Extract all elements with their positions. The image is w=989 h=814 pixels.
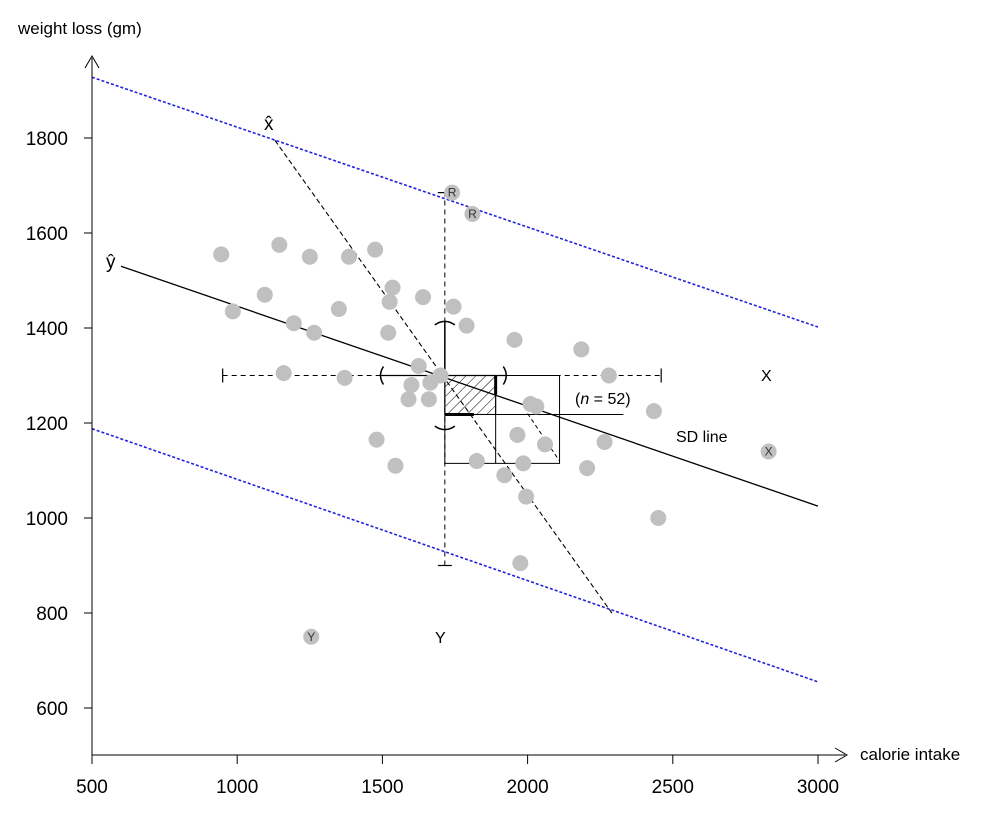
data-point	[403, 377, 420, 393]
y-axis-arrow	[84, 55, 100, 69]
y-tick-label: 1200	[26, 414, 68, 435]
labeled-point-text: R	[448, 186, 457, 200]
sd-box-outer	[444, 375, 561, 464]
x-axis-arrow	[834, 747, 848, 763]
y-tick-label: 1000	[26, 509, 68, 530]
data-point	[301, 248, 318, 265]
data-points	[213, 236, 667, 572]
y-tick-label: 600	[36, 699, 68, 720]
data-point	[445, 298, 462, 315]
x-tick-label: 2000	[506, 777, 548, 798]
data-point	[285, 315, 302, 332]
y-tick-label: 1800	[26, 129, 68, 150]
data-point	[368, 431, 385, 448]
x-hat-label: x̂	[264, 114, 274, 135]
data-point	[528, 398, 545, 415]
data-point	[512, 555, 529, 572]
tick-labels: 500 1000 1500 2000 2500 3000 600 800 1000 1200 140…	[26, 129, 839, 798]
data-point	[380, 324, 397, 341]
data-point	[518, 488, 535, 505]
labeled-data-point	[444, 184, 461, 201]
data-point	[415, 289, 432, 306]
data-point	[509, 426, 526, 443]
labeled-data-point	[303, 628, 320, 645]
data-point	[432, 367, 449, 384]
x-tick-label: 500	[76, 777, 108, 798]
labeled-data-point	[464, 206, 481, 222]
labeled-point-text: R	[468, 207, 477, 221]
data-point	[256, 286, 273, 303]
labeled-point-text: Y	[307, 630, 315, 644]
lower-prediction-band	[91, 427, 819, 683]
x-marker-label: X	[761, 368, 772, 385]
x-tick-label: 3000	[797, 777, 839, 798]
data-point	[468, 453, 485, 469]
data-point	[384, 279, 401, 296]
sd-line-label: SD line	[676, 429, 728, 446]
data-point	[596, 434, 613, 450]
data-point	[650, 510, 667, 526]
data-point	[506, 331, 523, 348]
axes	[84, 55, 848, 764]
data-point	[579, 460, 596, 477]
data-point	[367, 241, 384, 258]
data-point	[330, 301, 347, 317]
data-point	[496, 467, 513, 484]
n-label-suffix: = 52)	[589, 391, 630, 408]
data-point	[381, 293, 398, 310]
sd-bracket-left	[379, 366, 385, 385]
y-axis-title: weight loss (gm)	[17, 19, 142, 38]
y-hat-label: ŷ	[106, 252, 116, 273]
prediction-bands	[91, 76, 819, 683]
data-point	[306, 324, 323, 341]
data-point	[573, 341, 590, 358]
data-point	[515, 455, 532, 472]
n-label-italic: n	[580, 391, 589, 408]
data-point	[458, 317, 475, 334]
upper-prediction-band	[91, 76, 819, 328]
data-point	[213, 246, 230, 263]
data-point	[271, 236, 288, 253]
data-point	[410, 358, 427, 374]
data-point	[420, 391, 437, 408]
n-label-prefix: (	[575, 391, 581, 408]
y-tick-label: 1400	[26, 319, 68, 340]
labeled-points: RR Y X	[303, 184, 777, 645]
data-point	[537, 436, 554, 453]
data-point	[275, 365, 292, 382]
sd-boxes	[444, 375, 624, 464]
y-tick-label: 1600	[26, 224, 68, 245]
n-label: (n = 52)	[575, 391, 631, 408]
data-point	[387, 457, 404, 474]
data-point	[400, 391, 417, 408]
sd-box-hatched	[444, 375, 497, 415]
x-axis-title: calorie intake	[860, 745, 960, 764]
y-tick-label: 800	[36, 604, 68, 625]
data-point	[341, 248, 358, 265]
sd-bracket-top	[434, 320, 456, 326]
data-point	[224, 303, 241, 320]
x-tick-label: 1500	[361, 777, 403, 798]
y-marker-label: Y	[435, 630, 446, 647]
data-point	[336, 369, 353, 386]
data-point	[600, 367, 617, 384]
data-point	[645, 403, 662, 420]
x-tick-label: 1000	[216, 777, 258, 798]
labeled-data-point	[760, 443, 777, 460]
x-tick-label: 2500	[652, 777, 694, 798]
labeled-point-text: X	[765, 445, 773, 459]
